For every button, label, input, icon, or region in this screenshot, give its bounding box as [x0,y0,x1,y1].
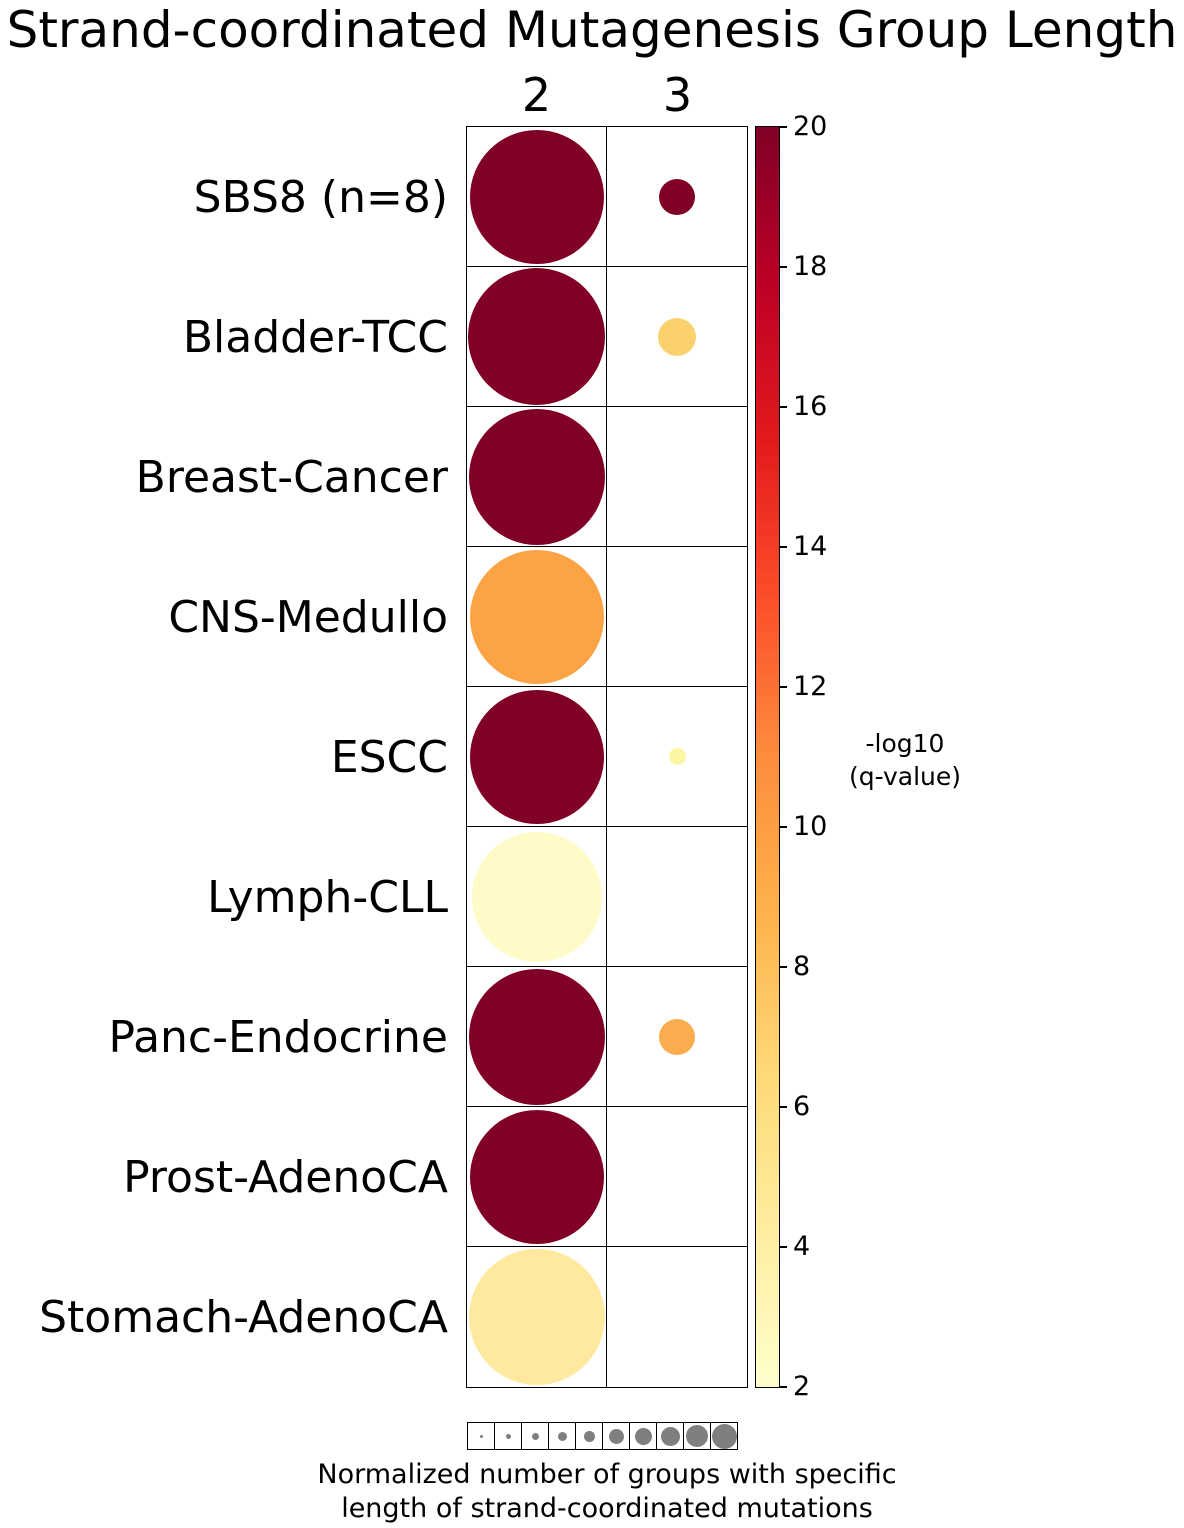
grid-cell [467,547,607,687]
colorbar-tick [780,686,787,688]
row-label: Bladder-TCC [182,311,448,363]
grid-cell [607,967,747,1107]
size-legend-circle [505,1433,511,1439]
size-legend-circle [608,1428,624,1444]
size-legend-box [521,1422,549,1450]
size-legend [467,1422,738,1450]
row-label: Stomach-AdenoCA [39,1291,448,1343]
size-legend-circle [557,1431,567,1441]
colorbar-tick [780,1246,787,1248]
grid-cell [607,547,747,687]
colorbar-tick-label: 14 [793,531,828,562]
colorbar-tick-label: 8 [793,951,811,982]
size-legend-circle [634,1427,652,1445]
bubble [469,549,604,684]
caption-line2: length of strand-coordinated mutations [341,1492,873,1524]
size-legend-box [683,1422,711,1450]
grid-cell [467,1107,607,1247]
size-legend-box [494,1422,522,1450]
chart-title: Strand-coordinated Mutagenesis Group Len… [6,1,1178,59]
row-label: SBS8 (n=8) [193,171,448,223]
grid-cell [607,1247,747,1387]
grid-cell [607,407,747,547]
colorbar-tick-label: 16 [793,391,828,422]
grid-cell [467,267,607,407]
colorbar-tick-label: 18 [793,251,828,282]
bubble [468,268,605,405]
size-legend-box [575,1422,603,1450]
colorbar-tick-label: 20 [793,111,828,142]
colorbar-gradient [755,126,780,1388]
size-legend-circle [583,1430,595,1442]
caption-line1: Normalized number of groups with specifi… [317,1459,897,1490]
row-label: Panc-Endocrine [108,1011,448,1063]
grid-cell [607,127,747,267]
size-legend-box [710,1422,738,1450]
colorbar-tick-label: 4 [793,1231,811,1262]
size-legend-box [602,1422,630,1450]
column-header-2: 2 [521,68,552,122]
colorbar-title-line2: (q-value) [848,761,961,791]
row-label: Lymph-CLL [207,871,448,923]
bubble [668,748,686,765]
size-legend-box [548,1422,576,1450]
row-label: CNS-Medullo [168,591,448,643]
colorbar-tick-label: 12 [793,671,828,702]
colorbar-tick [780,546,787,548]
bubble [471,831,602,962]
colorbar-title-line1: -log10 [865,729,945,758]
size-legend-box [629,1422,657,1450]
bubble [469,689,604,824]
size-legend-circle [686,1425,708,1447]
colorbar-tick [780,826,787,828]
size-legend-circle [531,1432,539,1440]
bubble-grid [466,126,748,1388]
colorbar-tick [780,126,787,128]
colorbar-tick [780,406,787,408]
colorbar-tick-label: 10 [793,811,828,842]
grid-cell [467,687,607,827]
size-legend-circle [660,1426,680,1446]
grid-cell [607,827,747,967]
size-legend-box [467,1422,495,1450]
bubble [468,1249,605,1385]
bubble [469,1109,604,1244]
grid-cell [467,827,607,967]
grid-cell [467,127,607,267]
bubble [468,408,605,545]
colorbar-tick [780,266,787,268]
grid-cell [607,267,747,407]
grid-cell [467,967,607,1107]
colorbar-tick [780,1386,787,1388]
row-label: Breast-Cancer [135,451,448,503]
colorbar-title: -log10 (q-value) [830,728,980,793]
colorbar: 20 18 16 14 12 10 8 6 4 2 [755,113,1015,1400]
bubble [659,1018,695,1055]
size-legend-caption: Normalized number of groups with specifi… [257,1458,957,1526]
size-legend-box [656,1422,684,1450]
bubble [469,129,604,264]
bubble [468,968,605,1105]
colorbar-tick-label: 2 [793,1371,811,1402]
grid-cell [467,407,607,547]
grid-cell [607,1107,747,1247]
grid-cell [467,1247,607,1387]
size-legend-circle [479,1434,483,1438]
column-header-3: 3 [662,68,693,122]
row-label: ESCC [330,731,448,783]
bubble [659,178,695,215]
size-legend-circle [711,1423,737,1449]
colorbar-tick [780,1106,787,1108]
grid-cell [607,687,747,827]
row-labels: SBS8 (n=8) Bladder-TCC Breast-Cancer CNS-Me… [0,127,456,1387]
colorbar-tick [780,966,787,968]
row-label: Prost-AdenoCA [123,1151,448,1203]
bubble [658,317,696,356]
colorbar-tick-label: 6 [793,1091,811,1122]
